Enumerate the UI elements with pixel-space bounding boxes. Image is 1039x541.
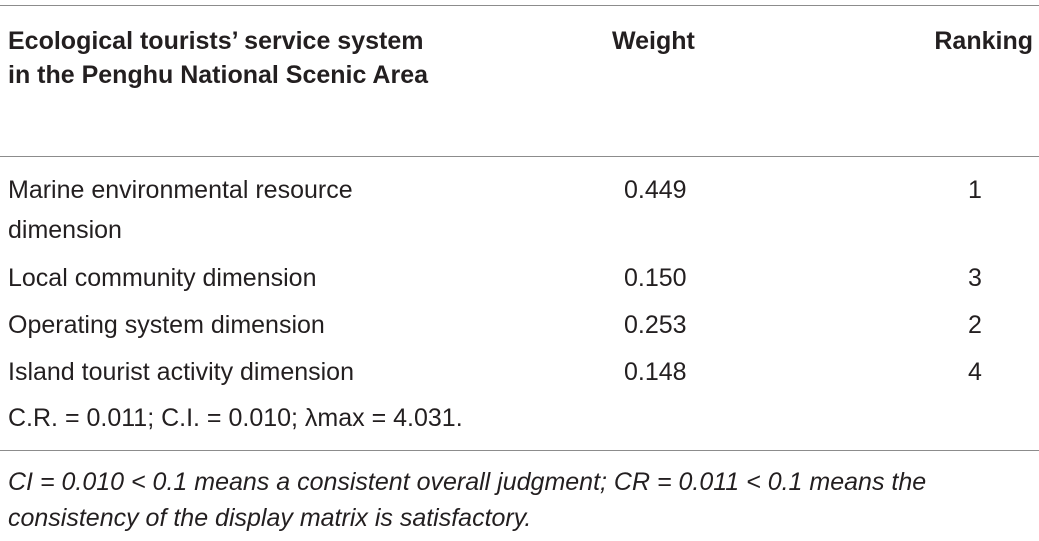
header-ranking: Ranking bbox=[934, 27, 1033, 55]
row-dimension: Island tourist activity dimension bbox=[8, 358, 354, 386]
row-ranking: 3 bbox=[968, 264, 982, 292]
consistency-stats: C.R. = 0.011; C.I. = 0.010; λmax = 4.031… bbox=[8, 404, 463, 432]
row-dimension: Marine environmental resource dimension bbox=[8, 176, 353, 244]
row-weight: 0.150 bbox=[624, 264, 687, 292]
row-ranking: 1 bbox=[968, 176, 982, 204]
row-dimension: Operating system dimension bbox=[8, 311, 325, 339]
table-top-rule bbox=[0, 5, 1039, 6]
header-dimension: Ecological tourists’ service system in t… bbox=[8, 27, 428, 89]
header-divider-rule bbox=[0, 156, 1039, 157]
row-dimension: Local community dimension bbox=[8, 264, 317, 292]
row-weight: 0.449 bbox=[624, 176, 687, 204]
row-ranking: 4 bbox=[968, 358, 982, 386]
row-ranking: 2 bbox=[968, 311, 982, 339]
footnote-divider-rule bbox=[0, 450, 1039, 451]
header-weight: Weight bbox=[612, 27, 695, 55]
table-footnote: CI = 0.010 < 0.1 means a consistent over… bbox=[8, 468, 927, 532]
row-weight: 0.253 bbox=[624, 311, 687, 339]
row-weight: 0.148 bbox=[624, 358, 687, 386]
